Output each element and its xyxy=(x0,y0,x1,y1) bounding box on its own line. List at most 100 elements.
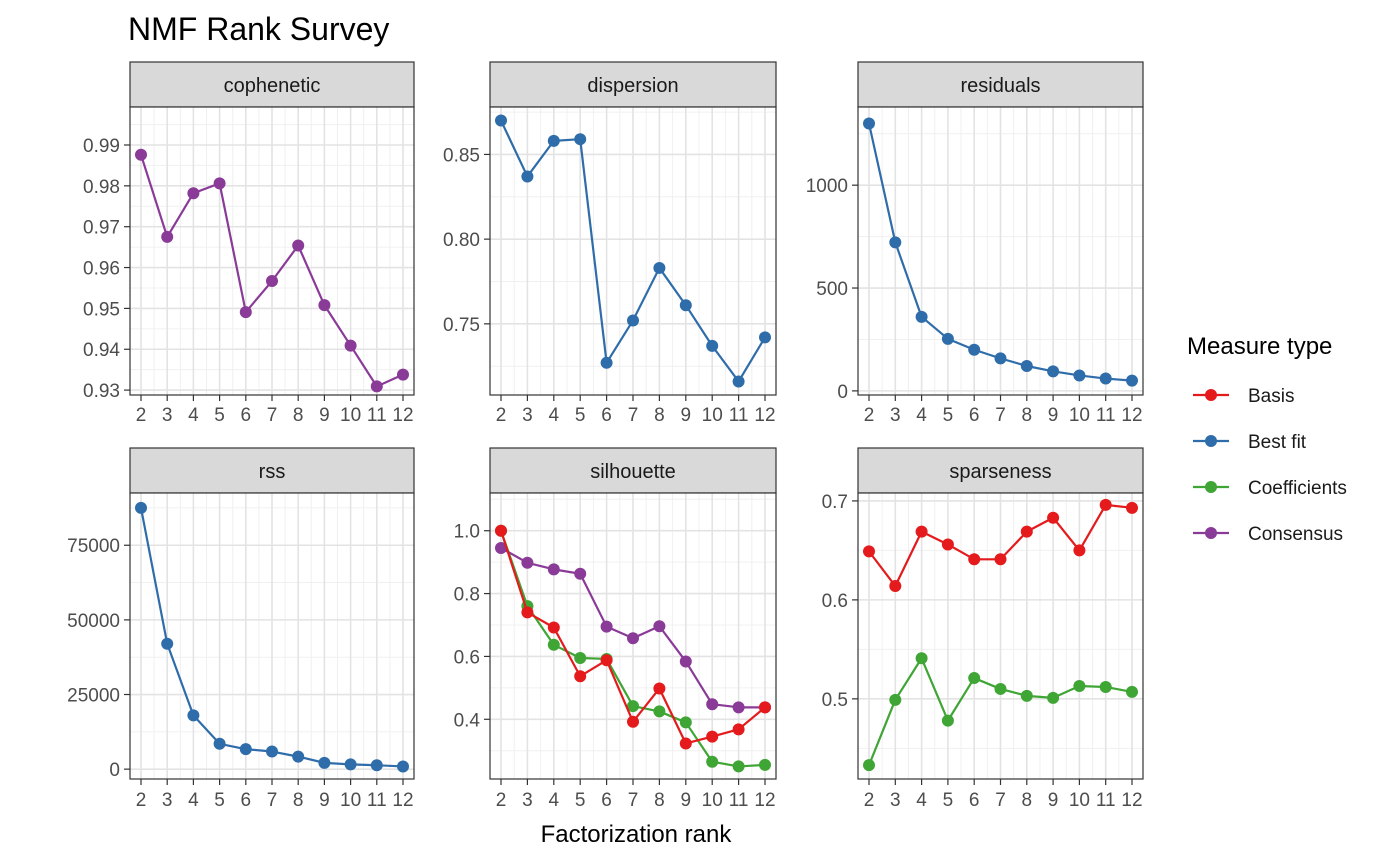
strip-label: rss xyxy=(259,461,286,483)
x-tick-label: 11 xyxy=(729,405,749,426)
y-tick-label: 0.6 xyxy=(454,647,480,668)
data-point xyxy=(968,672,981,685)
data-point xyxy=(370,759,383,772)
x-tick-label: 8 xyxy=(1022,405,1033,426)
data-point xyxy=(239,306,252,319)
x-tick-label: 10 xyxy=(702,790,723,811)
x-tick-label: 6 xyxy=(601,405,612,426)
data-point xyxy=(679,737,692,750)
data-point xyxy=(706,698,719,711)
gridlines xyxy=(490,493,776,779)
x-tick-label: 4 xyxy=(916,405,927,426)
strip-background xyxy=(129,447,415,494)
data-point xyxy=(732,701,745,714)
data-point xyxy=(941,714,954,727)
x-tick-label: 4 xyxy=(916,790,927,811)
data-point xyxy=(266,745,278,758)
gridlines xyxy=(858,493,1143,779)
y-tick-label: 75000 xyxy=(67,536,120,557)
data-point xyxy=(495,524,507,537)
x-tick-label: 3 xyxy=(522,405,533,426)
y-tick-label: 0.8 xyxy=(454,585,480,606)
x-tick-label: 3 xyxy=(890,405,901,426)
data-point xyxy=(653,261,666,274)
series-basis xyxy=(863,498,1138,593)
data-point xyxy=(600,356,613,369)
data-point xyxy=(1126,374,1138,387)
y-tick-label: 0.96 xyxy=(83,259,120,280)
x-tick-label: 6 xyxy=(969,405,980,426)
data-point xyxy=(1126,501,1138,514)
x-tick-label: 6 xyxy=(969,790,980,811)
x-tick-label: 6 xyxy=(241,790,252,811)
data-point xyxy=(318,299,331,312)
strip-label: cophenetic xyxy=(224,75,321,97)
data-point xyxy=(653,705,666,718)
data-point xyxy=(915,525,928,538)
data-point xyxy=(679,299,692,312)
x-tick-label: 10 xyxy=(340,790,361,811)
x-tick-label: 2 xyxy=(496,790,507,811)
gridlines xyxy=(858,107,1143,395)
data-point xyxy=(863,545,875,558)
x-tick-label: 9 xyxy=(1048,405,1059,426)
y-tick-label: 0.80 xyxy=(443,230,480,251)
data-point xyxy=(732,375,745,388)
legend-title: Measure type xyxy=(1187,333,1332,360)
x-tick-label: 7 xyxy=(267,405,278,426)
series-best-fit xyxy=(135,501,409,773)
x-tick-label: 10 xyxy=(1069,790,1090,811)
strip-label: dispersion xyxy=(587,75,678,97)
data-point xyxy=(1099,680,1112,693)
data-point xyxy=(679,655,692,668)
strip-label: silhouette xyxy=(590,461,676,483)
data-point xyxy=(135,501,147,514)
data-point xyxy=(547,638,560,651)
y-tick-label: 0.75 xyxy=(443,315,480,336)
legend-item-coefficients: Coefficients xyxy=(1193,478,1347,499)
legend-label: Consensus xyxy=(1248,524,1343,545)
legend-key-point xyxy=(1205,435,1217,447)
x-tick-label: 10 xyxy=(702,405,723,426)
legend-key-point xyxy=(1205,389,1217,401)
panel-dispersion: dispersion 0.75 0.80 0.85 2 3 4 5 6 7 8 9 10 11 12 xyxy=(443,61,777,426)
data-point xyxy=(627,632,639,645)
y-tick-label: 0.7 xyxy=(822,492,848,513)
x-tick-label: 6 xyxy=(241,405,252,426)
series-consensus xyxy=(135,148,409,393)
data-point xyxy=(759,331,771,344)
y-tick-label: 0.85 xyxy=(443,145,480,166)
panel-sparseness: sparseness 0.5 0.6 0.7 2 3 4 5 6 7 8 9 10 11 12 xyxy=(822,447,1144,811)
data-point xyxy=(994,682,1007,695)
y-tick-label: 0.98 xyxy=(83,177,120,198)
data-point xyxy=(759,701,771,714)
data-point xyxy=(863,759,875,772)
data-point xyxy=(213,177,226,190)
data-point xyxy=(521,170,534,183)
x-tick-label: 12 xyxy=(392,405,413,426)
y-tick-label: 500 xyxy=(816,279,848,300)
x-tick-label: 4 xyxy=(549,405,560,426)
data-point xyxy=(889,693,902,706)
data-point xyxy=(1047,691,1060,704)
x-tick-label: 8 xyxy=(654,790,665,811)
strip-background xyxy=(857,61,1144,108)
data-point xyxy=(732,723,745,736)
x-tick-label: 11 xyxy=(729,790,749,811)
gridlines xyxy=(130,493,414,779)
data-point xyxy=(1126,685,1138,698)
data-point xyxy=(1073,544,1086,557)
strip-background xyxy=(857,447,1144,494)
data-point xyxy=(968,343,981,356)
x-axis-title: Factorization rank xyxy=(541,821,733,848)
x-tick-label: 12 xyxy=(392,790,413,811)
data-point xyxy=(706,339,719,352)
x-tick-label: 2 xyxy=(136,405,147,426)
legend-key-point xyxy=(1205,527,1217,539)
x-tick-label: 4 xyxy=(188,790,199,811)
legend-item-best-fit: Best fit xyxy=(1193,432,1307,453)
data-point xyxy=(863,117,875,130)
x-tick-label: 11 xyxy=(1096,405,1116,426)
y-tick-label: 50000 xyxy=(67,611,120,632)
